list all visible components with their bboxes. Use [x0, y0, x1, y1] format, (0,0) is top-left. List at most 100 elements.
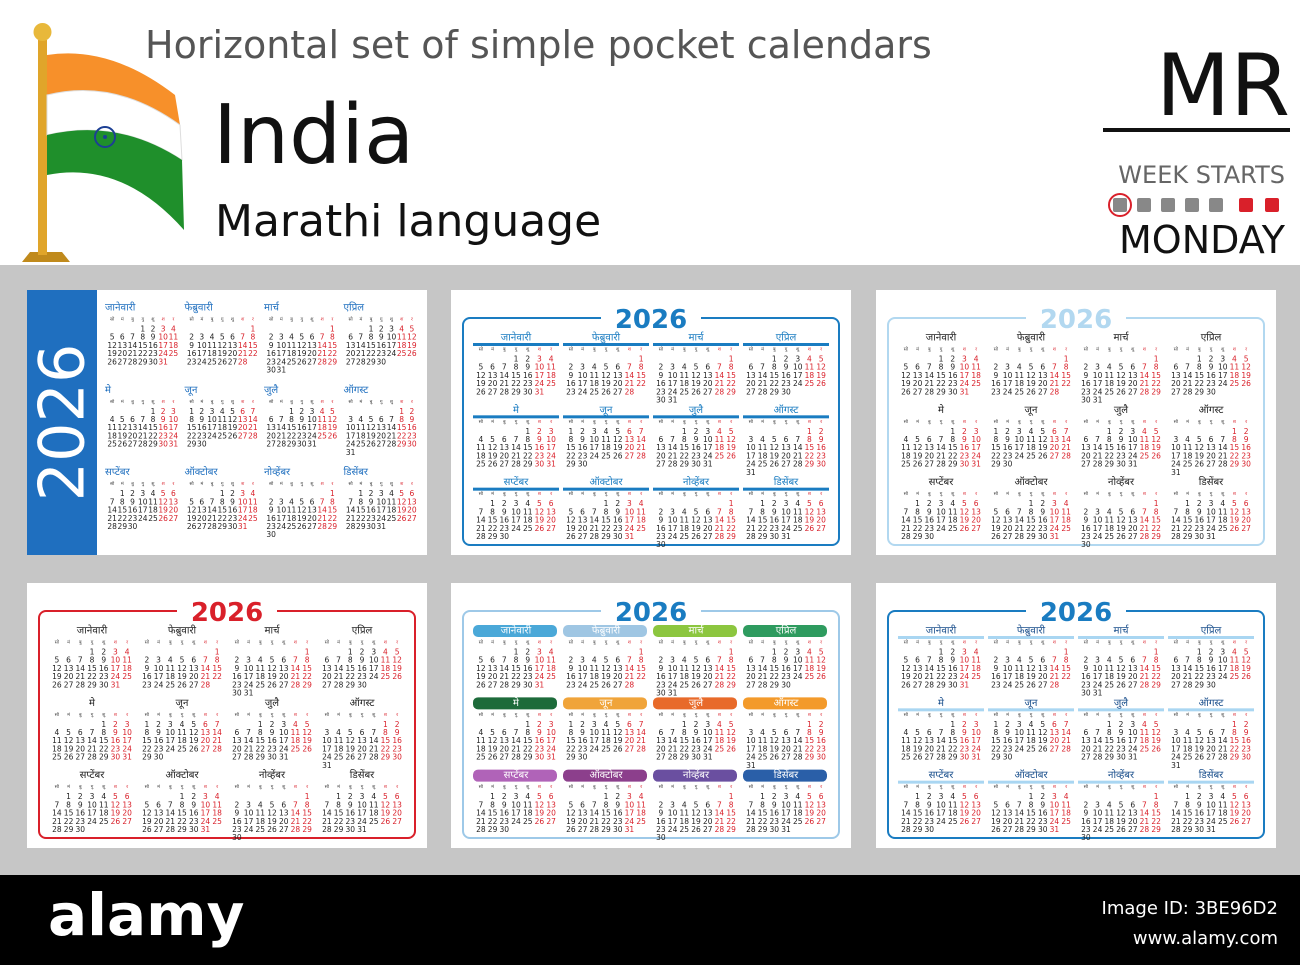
- day: 2: [1119, 720, 1124, 729]
- weekday: सो: [904, 418, 909, 425]
- weekday: शु: [616, 713, 620, 718]
- weekday: शु: [231, 318, 235, 323]
- day: 5: [299, 333, 304, 342]
- month-name: जुलै: [689, 697, 703, 709]
- title: Horizontal set of simple pocket calendar…: [145, 23, 932, 67]
- day: 14: [715, 371, 725, 380]
- weekday: गु: [180, 713, 184, 718]
- weekday: सो: [994, 490, 999, 497]
- weekday: शु: [1131, 348, 1135, 353]
- day: 7: [293, 656, 298, 665]
- day: 26: [328, 431, 338, 440]
- weekday: बु: [928, 785, 932, 790]
- day: 10: [197, 341, 207, 350]
- day: 21: [1015, 817, 1025, 826]
- day: 23: [656, 387, 666, 396]
- day: 22: [148, 431, 158, 440]
- day: 11: [1105, 371, 1115, 380]
- day: 14: [212, 728, 222, 737]
- weekday: सो: [479, 639, 484, 646]
- day: 12: [267, 809, 277, 818]
- weekday: र: [550, 713, 552, 718]
- day: 2: [568, 363, 573, 372]
- weekday: गु: [270, 713, 274, 718]
- weekday: मं: [359, 481, 362, 487]
- day: 17: [793, 664, 803, 673]
- day: 29: [1151, 680, 1161, 689]
- day: 31: [703, 460, 713, 469]
- day: 5: [490, 435, 495, 444]
- day: 20: [613, 672, 623, 681]
- year: 2026: [191, 598, 263, 628]
- day: 21: [87, 744, 97, 753]
- day: 16: [1116, 443, 1126, 452]
- day: 15: [346, 664, 356, 673]
- weekday: श: [1053, 713, 1057, 718]
- day: 26: [476, 387, 486, 396]
- day: 22: [328, 514, 338, 523]
- day: 2: [927, 792, 932, 801]
- day: 10: [590, 728, 600, 737]
- day: 26: [535, 524, 545, 533]
- day: 26: [691, 825, 701, 834]
- day: 14: [291, 809, 301, 818]
- day: 16: [991, 379, 1001, 388]
- day: 29: [256, 753, 266, 762]
- day: 10: [535, 363, 545, 372]
- month-bar: [988, 708, 1074, 712]
- weekday: गु: [270, 641, 274, 646]
- day: 13: [781, 443, 791, 452]
- weekday: सो: [569, 711, 574, 718]
- day: 25: [476, 753, 486, 762]
- day: 31: [960, 680, 970, 689]
- day: 30: [1195, 532, 1205, 541]
- day: 30: [578, 460, 588, 469]
- day: 11: [1183, 443, 1193, 452]
- day: 28: [500, 680, 510, 689]
- day: 8: [151, 415, 156, 424]
- weekday: सो: [749, 711, 754, 718]
- day: 16: [816, 736, 826, 745]
- month-name: एप्रिल: [344, 302, 365, 314]
- day: 31: [625, 532, 635, 541]
- day: 12: [189, 728, 199, 737]
- day: 24: [546, 744, 556, 753]
- day: 22: [726, 672, 736, 681]
- day: 23: [1195, 524, 1205, 533]
- day: 31: [357, 825, 367, 834]
- day: 16: [228, 506, 238, 515]
- month-name: मार्च: [265, 625, 281, 637]
- day: 3: [1095, 507, 1100, 516]
- day: 3: [514, 499, 519, 508]
- month-name: ऑगस्ट: [350, 697, 376, 709]
- weekday: मं: [1006, 347, 1009, 353]
- day: 7: [1173, 800, 1178, 809]
- weekday: बु: [928, 641, 932, 646]
- title-backdrop: [1026, 304, 1126, 332]
- day: 7: [592, 507, 597, 516]
- day: 9: [658, 809, 663, 818]
- day: 20: [322, 672, 332, 681]
- day: 29: [991, 460, 1001, 469]
- day: 30: [154, 753, 164, 762]
- day: 14: [1061, 435, 1071, 444]
- day: 29: [680, 753, 690, 762]
- day: 19: [142, 817, 152, 826]
- day: 10: [1128, 435, 1138, 444]
- weekday: सो: [749, 346, 754, 353]
- day: 21: [248, 423, 258, 432]
- day: 19: [601, 672, 611, 681]
- day: 22: [397, 431, 407, 440]
- day: 29: [1183, 532, 1193, 541]
- day: 26: [177, 680, 187, 689]
- day: 23: [142, 680, 152, 689]
- month-name: जानेवारी: [501, 625, 532, 637]
- weekday: श: [1233, 785, 1237, 790]
- day: 20: [1171, 672, 1181, 681]
- day: 6: [310, 497, 315, 506]
- day: 23: [1081, 387, 1091, 396]
- month-name: नोव्हेंबर: [683, 476, 710, 488]
- day: 17: [197, 349, 207, 358]
- weekday: मं: [1186, 640, 1189, 646]
- day: 12: [1116, 371, 1126, 380]
